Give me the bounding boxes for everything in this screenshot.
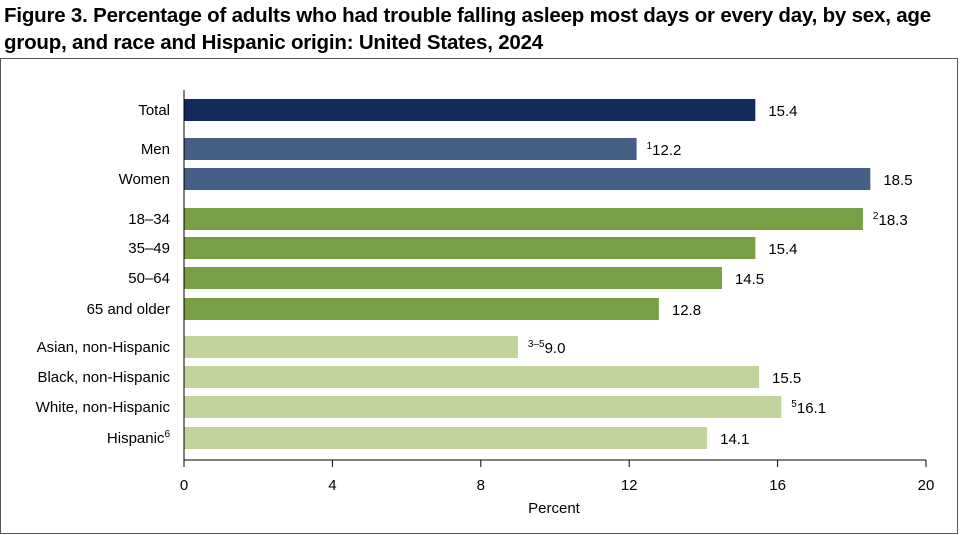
bar-1 bbox=[184, 138, 637, 160]
bar-5 bbox=[184, 267, 722, 289]
value-label-9: 516.1 bbox=[791, 399, 826, 417]
bar-8 bbox=[184, 366, 760, 388]
x-tick-label-4: 16 bbox=[769, 477, 786, 494]
category-label-0: Total bbox=[138, 102, 170, 119]
value-label-0: 15.4 bbox=[768, 103, 797, 120]
x-tick-label-1: 4 bbox=[328, 477, 336, 494]
x-tick-label-3: 12 bbox=[621, 477, 638, 494]
category-label-5: 50–64 bbox=[128, 270, 170, 287]
bar-2 bbox=[184, 168, 871, 190]
bar-3 bbox=[184, 208, 863, 230]
value-label-1: 112.2 bbox=[647, 141, 682, 159]
bar-0 bbox=[184, 99, 756, 121]
category-label-7: Asian, non-Hispanic bbox=[37, 339, 171, 356]
value-label-7: 3–59.0 bbox=[528, 339, 566, 357]
bar-9 bbox=[184, 396, 782, 418]
x-tick-label-2: 8 bbox=[477, 477, 485, 494]
value-label-4: 15.4 bbox=[768, 241, 797, 258]
bar-10 bbox=[184, 427, 708, 449]
x-tick-label-5: 20 bbox=[918, 477, 935, 494]
chart-title: Figure 3. Percentage of adults who had t… bbox=[4, 4, 931, 54]
value-label-2: 18.5 bbox=[883, 172, 912, 189]
category-label-10: Hispanic6 bbox=[107, 429, 171, 447]
category-label-4: 35–49 bbox=[128, 240, 170, 257]
x-tick-label-0: 0 bbox=[180, 477, 188, 494]
x-axis-title: Percent bbox=[528, 500, 581, 517]
value-label-6: 12.8 bbox=[672, 302, 701, 319]
bar-4 bbox=[184, 237, 756, 259]
category-label-2: Women bbox=[119, 171, 170, 188]
bar-6 bbox=[184, 298, 659, 320]
value-label-3: 218.3 bbox=[873, 211, 908, 229]
category-label-9: White, non-Hispanic bbox=[36, 399, 171, 416]
category-label-3: 18–34 bbox=[128, 211, 170, 228]
value-label-8: 15.5 bbox=[772, 370, 801, 387]
category-label-6: 65 and older bbox=[87, 301, 170, 318]
category-label-8: Black, non-Hispanic bbox=[37, 369, 170, 386]
category-label-1: Men bbox=[141, 141, 170, 158]
value-label-5: 14.5 bbox=[735, 271, 764, 288]
value-label-10: 14.1 bbox=[720, 431, 749, 448]
chart-frame bbox=[0, 58, 958, 534]
bar-7 bbox=[184, 336, 518, 358]
